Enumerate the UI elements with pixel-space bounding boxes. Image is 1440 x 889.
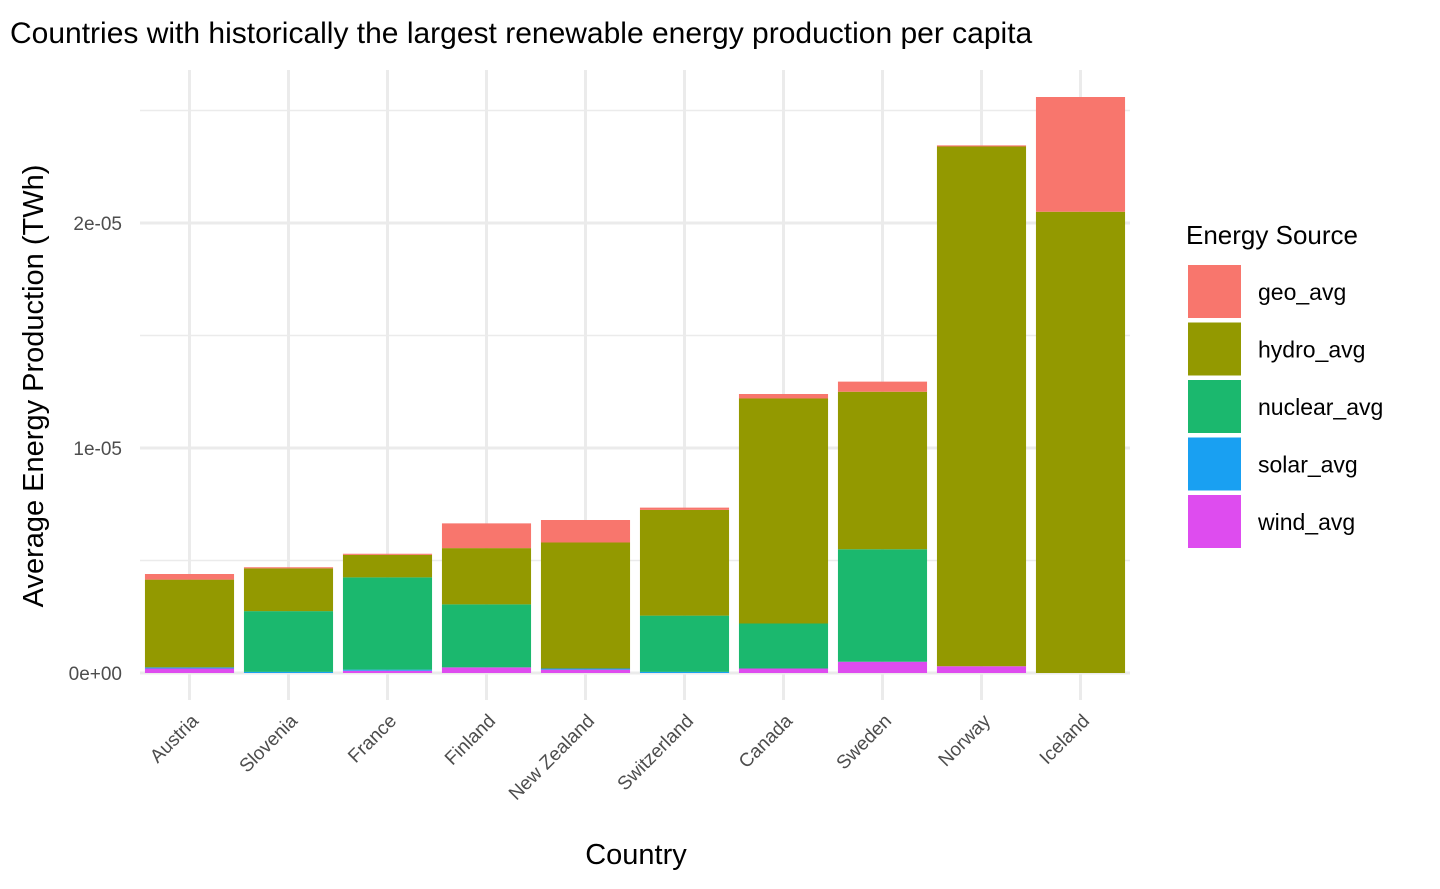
y-tick-label: 0e+00 <box>69 664 122 685</box>
bar-solar_avg-slovenia <box>243 671 334 673</box>
legend-swatch-nuclear_avg <box>1188 380 1241 433</box>
bar-nuclear_avg-sweden <box>837 549 928 662</box>
bar-nuclear_avg-canada <box>738 623 829 669</box>
bar-wind_avg-austria <box>144 668 235 673</box>
bar-solar_avg-france <box>342 669 433 671</box>
legend-swatch-geo_avg <box>1188 265 1241 318</box>
bars <box>144 97 1126 673</box>
bar-hydro_avg-sweden <box>837 391 928 550</box>
legend-label-geo_avg: geo_avg <box>1258 279 1346 305</box>
bar-geo_avg-austria <box>144 574 235 580</box>
bar-geo_avg-norway <box>936 145 1027 147</box>
bar-geo_avg-new-zealand <box>540 520 631 543</box>
bar-nuclear_avg-france <box>342 577 433 670</box>
y-tick-label: 1e-05 <box>73 439 122 460</box>
legend-label-solar_avg: solar_avg <box>1258 452 1358 478</box>
bar-nuclear_avg-finland <box>441 604 532 668</box>
legend-items: geo_avg hydro_avg nuclear_avg solar_avgwind… <box>1188 265 1383 548</box>
bar-hydro_avg-france <box>342 554 433 578</box>
legend-swatch-hydro_avg <box>1188 322 1241 376</box>
bar-hydro_avg-slovenia <box>243 568 334 612</box>
bar-wind_avg-sweden <box>837 661 928 673</box>
x-tick-label: Sweden <box>833 711 896 774</box>
legend-swatch-solar_avg <box>1188 437 1241 491</box>
bar-solar_avg-switzerland <box>639 671 730 673</box>
bar-nuclear_avg-slovenia <box>243 611 334 672</box>
legend: Energy Source geo_avg hydro_avg nuclear_av… <box>1186 220 1383 548</box>
chart-title: Countries with historically the largest … <box>10 17 1033 50</box>
bar-wind_avg-france <box>342 670 433 673</box>
legend-label-wind_avg: wind_avg <box>1257 509 1355 535</box>
legend-swatch-wind_avg <box>1188 495 1241 548</box>
x-tick-label: Switzerland <box>614 711 698 795</box>
x-tick-label: Iceland <box>1036 711 1094 769</box>
bar-hydro_avg-finland <box>441 548 532 605</box>
bar-geo_avg-iceland <box>1035 97 1126 212</box>
bar-solar_avg-new-zealand <box>540 668 631 670</box>
bar-hydro_avg-iceland <box>1035 211 1126 673</box>
bar-geo_avg-switzerland <box>639 507 730 510</box>
x-tick-label: Slovenia <box>236 710 303 777</box>
bar-wind_avg-finland <box>441 667 532 673</box>
x-tick-label: France <box>344 711 401 768</box>
x-tick-label: Canada <box>735 710 797 772</box>
legend-label-nuclear_avg: nuclear_avg <box>1258 394 1383 420</box>
bar-hydro_avg-austria <box>144 579 235 668</box>
legend-title: Energy Source <box>1186 220 1358 250</box>
x-axis-title: Country <box>585 839 687 871</box>
x-tick-label: Norway <box>935 710 996 771</box>
x-axis-ticks: Austria Slovenia France Finland New Zealand S… <box>146 710 1094 804</box>
bar-hydro_avg-canada <box>738 398 829 624</box>
bar-geo_avg-canada <box>738 394 829 399</box>
bar-nuclear_avg-switzerland <box>639 615 730 672</box>
y-axis-ticks: 0e+00 1e-05 2e-05 <box>69 214 122 685</box>
bar-geo_avg-slovenia <box>243 567 334 569</box>
bar-hydro_avg-switzerland <box>639 509 730 616</box>
bar-wind_avg-canada <box>738 668 829 673</box>
bar-hydro_avg-new-zealand <box>540 542 631 669</box>
bar-geo_avg-sweden <box>837 381 928 392</box>
x-tick-label: Austria <box>146 710 203 767</box>
y-axis-title: Average Energy Production (TWh) <box>18 165 50 608</box>
y-tick-label: 2e-05 <box>73 214 122 235</box>
bar-geo_avg-france <box>342 553 433 555</box>
bar-wind_avg-new-zealand <box>540 669 631 673</box>
bar-solar_avg-austria <box>144 667 235 669</box>
legend-label-hydro_avg: hydro_avg <box>1258 337 1365 363</box>
bar-wind_avg-norway <box>936 666 1027 673</box>
bar-geo_avg-finland <box>441 523 532 549</box>
x-tick-label: New Zealand <box>505 711 599 805</box>
x-tick-label: Finland <box>441 711 500 770</box>
bar-hydro_avg-norway <box>936 146 1027 667</box>
